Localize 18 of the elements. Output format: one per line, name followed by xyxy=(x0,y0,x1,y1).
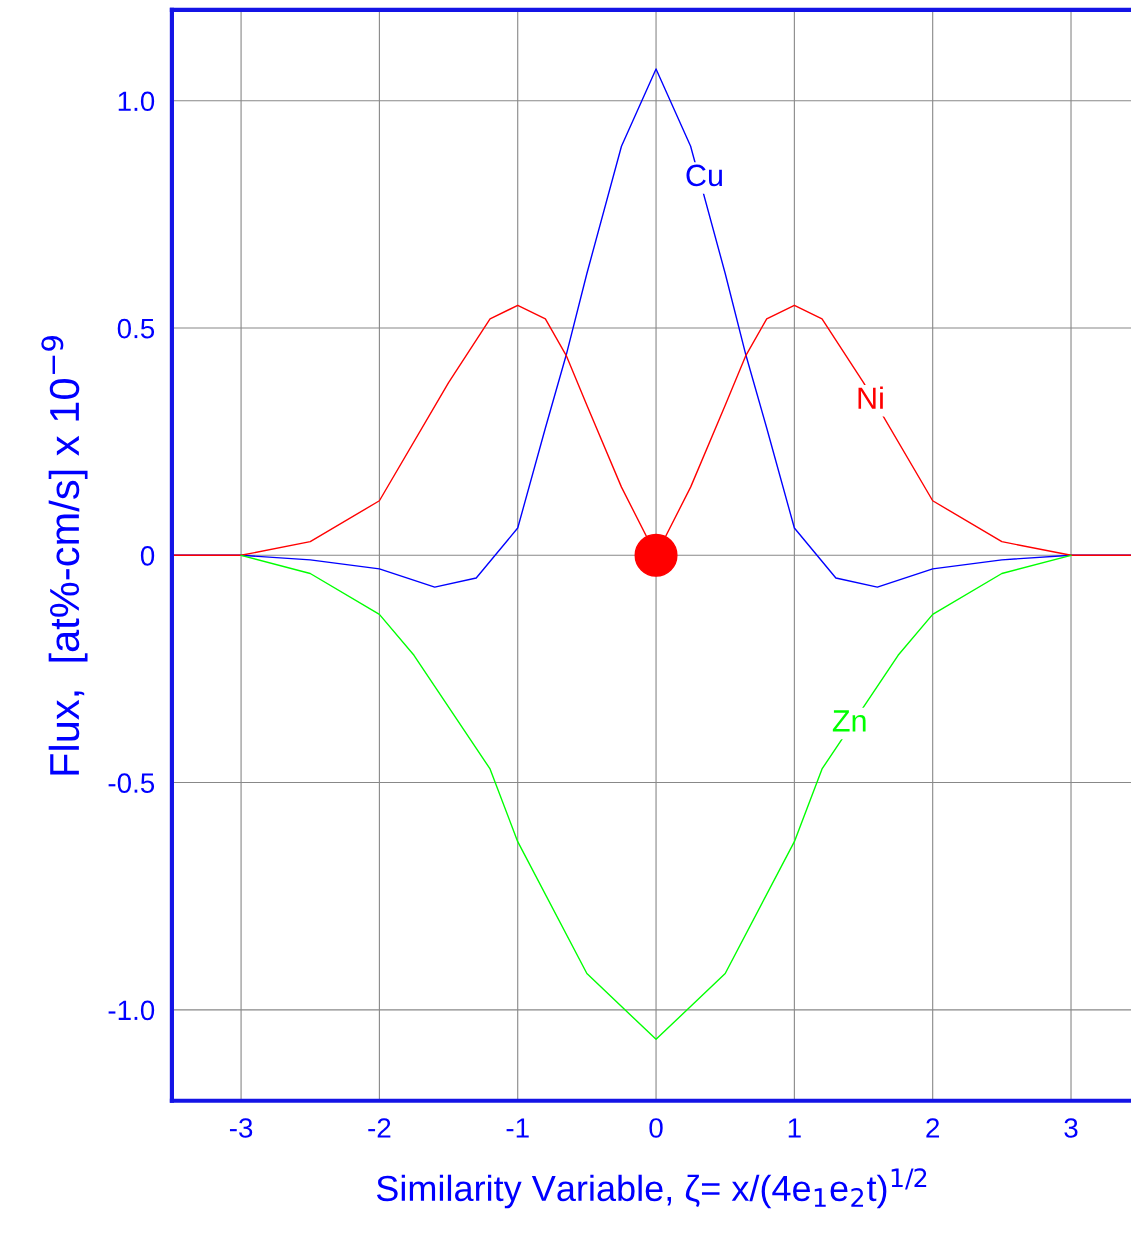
x-tick-label: 3 xyxy=(1064,1118,1078,1138)
x-tick-label: -3 xyxy=(229,1118,253,1138)
x-tick-label: -2 xyxy=(368,1118,391,1138)
y-axis-title: Flux, [at%-cm/s] x 10$^{−9}$ xyxy=(41,336,88,775)
y-tick-label: -1.0 xyxy=(108,1000,155,1021)
annotation: Zn xyxy=(832,710,866,732)
y-tick-label: 1.0 xyxy=(118,91,155,112)
x-tick-label: 0 xyxy=(649,1118,663,1138)
annotation: Ni xyxy=(858,386,883,409)
line-series xyxy=(240,554,1072,1041)
x-tick-label: 2 xyxy=(926,1118,940,1138)
y-tick-label: 0.5 xyxy=(117,318,155,339)
x-tick-label: 1 xyxy=(788,1118,801,1138)
annotation: Cu xyxy=(686,164,722,187)
x-tick-label: -1 xyxy=(506,1118,529,1138)
y-tick-label: 0 xyxy=(140,545,155,566)
y-tick-label: -0.5 xyxy=(108,773,155,793)
x-axis-title: Similarity Variable, ζ= x/(4e$_{1}$e$_{2}$t)$^{1/2}$ xyxy=(376,1168,927,1209)
